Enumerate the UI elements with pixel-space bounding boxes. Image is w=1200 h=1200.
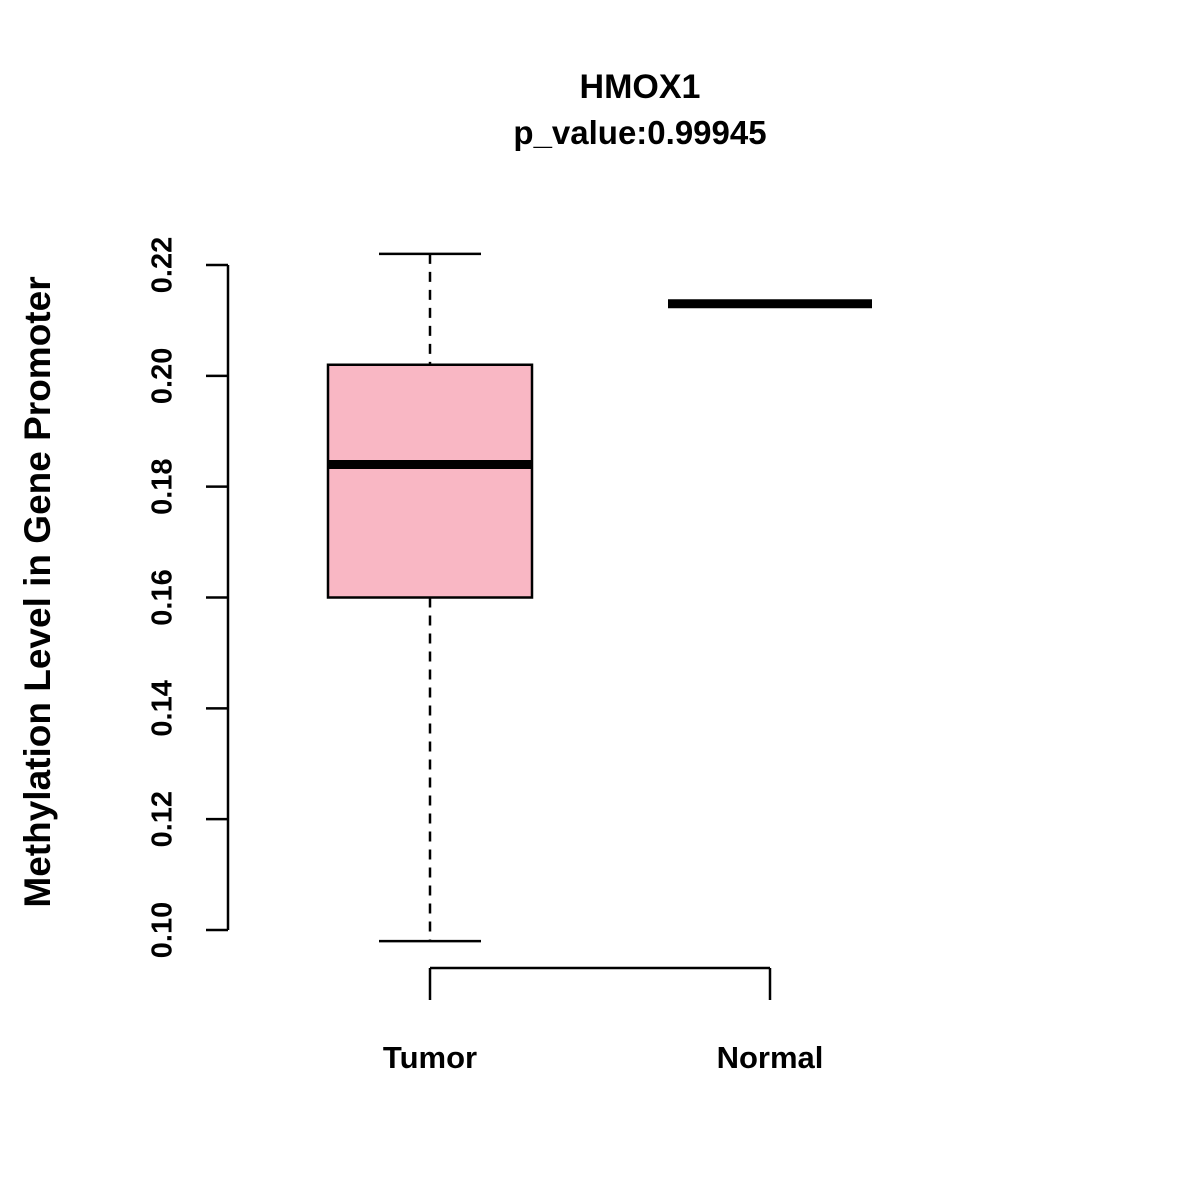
y-tick-label: 0.20 xyxy=(147,348,179,404)
y-tick-label: 0.18 xyxy=(147,458,179,514)
x-tick-label-tumor: Tumor xyxy=(382,1040,478,1075)
y-axis-label: Methylation Level in Gene Promoter xyxy=(17,276,58,908)
y-tick-label: 0.12 xyxy=(147,791,179,847)
x-tick-label-normal: Normal xyxy=(716,1040,824,1075)
y-tick-label: 0.14 xyxy=(147,680,179,736)
y-tick-label: 0.16 xyxy=(147,569,179,625)
chart-subtitle: p_value:0.99945 xyxy=(513,114,767,151)
box-rect xyxy=(326,363,534,599)
y-tick-label: 0.10 xyxy=(147,902,179,958)
chart-title: HMOX1 xyxy=(579,68,701,106)
y-tick-label: 0.22 xyxy=(147,237,179,293)
